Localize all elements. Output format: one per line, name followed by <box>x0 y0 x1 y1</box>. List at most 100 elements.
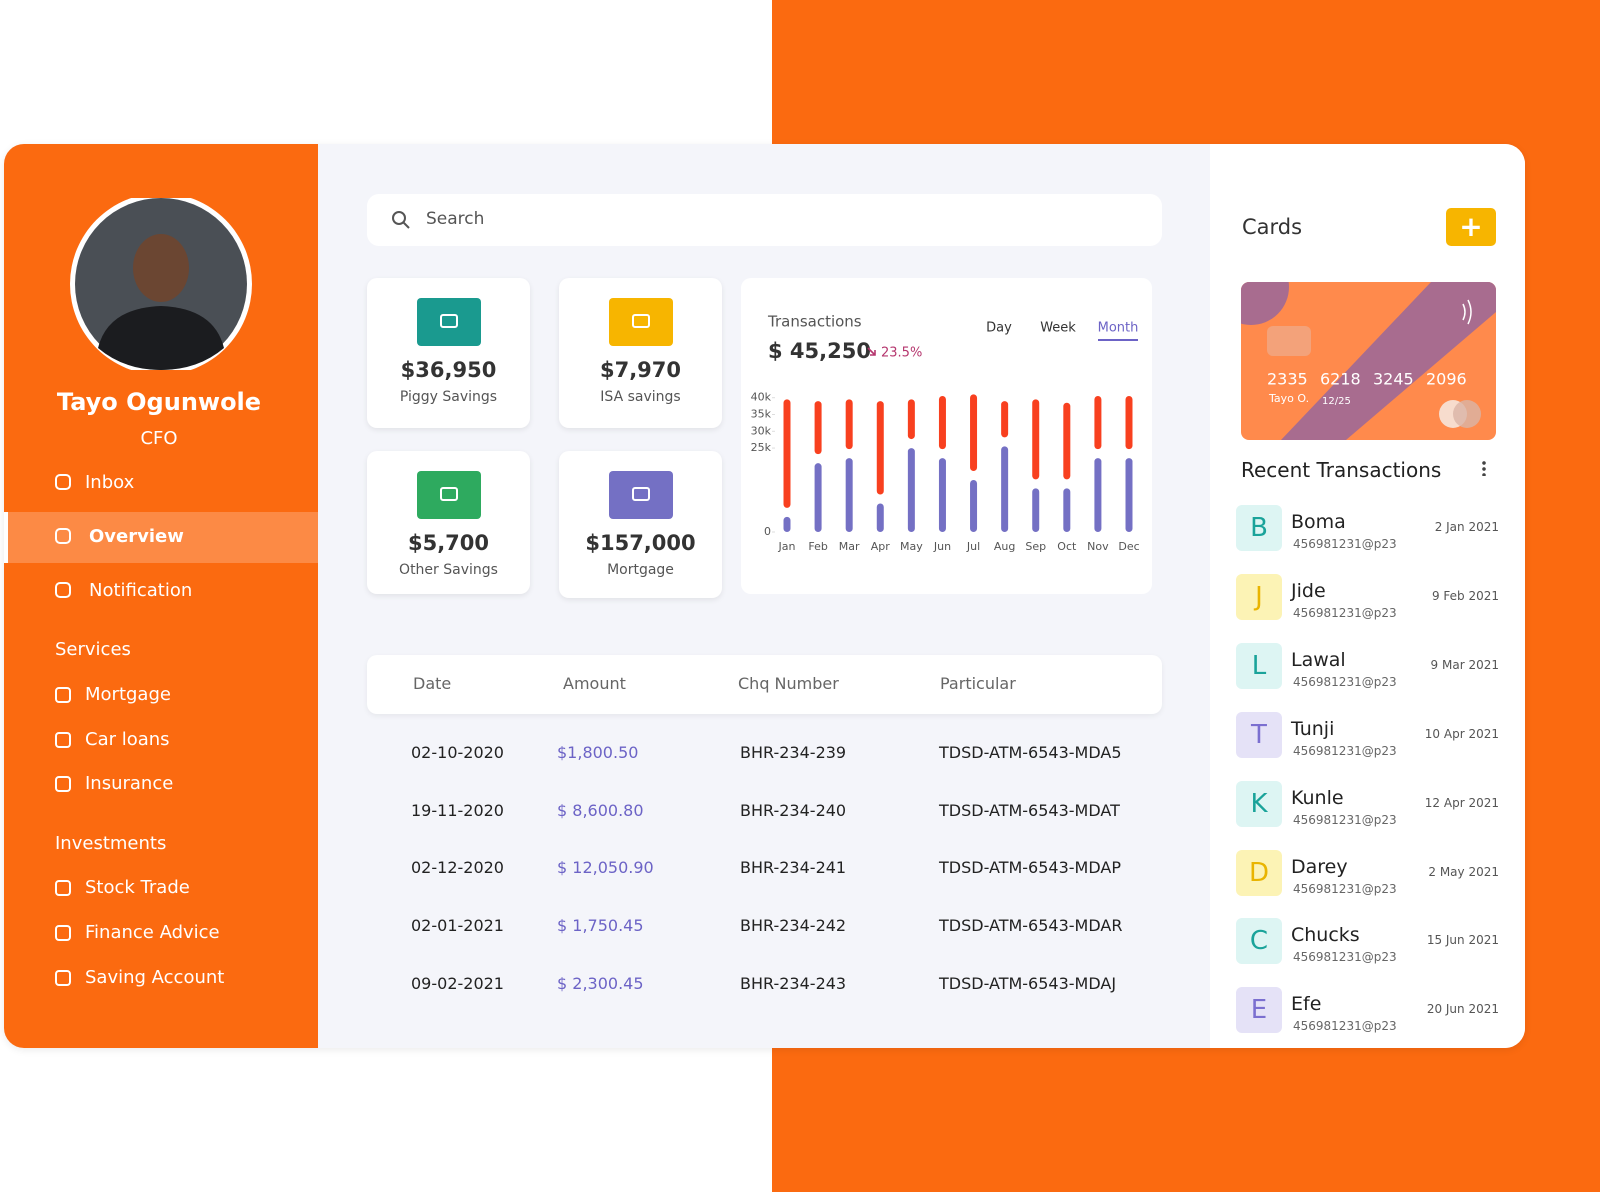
x-tick-label: Feb <box>808 540 827 553</box>
profile-name: Tayo Ogunwole <box>56 388 262 416</box>
nav-item[interactable]: Notification <box>89 580 193 601</box>
stat-glyph <box>439 314 458 328</box>
x-tick-label: Nov <box>1087 540 1109 553</box>
nav-section: Services <box>55 639 131 660</box>
avatar-initial: B <box>1236 505 1282 551</box>
contact-account: 456981231@p23 <box>1293 813 1397 827</box>
y-tick-label: 30k <box>751 424 772 437</box>
nav-item[interactable]: Inbox <box>85 472 135 493</box>
bar-segment <box>1001 401 1009 438</box>
bank-card: 2335 6218 3245 2096 Tayo O. 12/25 <box>1241 282 1496 440</box>
nav-icon <box>55 582 71 598</box>
avatar-initial: E <box>1236 987 1282 1033</box>
contact-name: Jide <box>1291 580 1326 602</box>
nav-item[interactable]: Saving Account <box>85 967 225 988</box>
profile-role: CFO <box>140 428 178 449</box>
nav-section: Investments <box>55 833 167 854</box>
card-number: 6218 <box>1320 370 1361 389</box>
y-tick-label: 35k <box>751 408 772 421</box>
table-cell: BHR-234-239 <box>740 743 847 762</box>
card-expiry: 12/25 <box>1322 396 1351 407</box>
card-blob <box>1241 282 1289 325</box>
table-cell: 02-10-2020 <box>411 743 504 762</box>
avatar-initial: K <box>1236 781 1282 827</box>
contact-account: 456981231@p23 <box>1293 537 1397 551</box>
y-tick-label: 0 <box>764 525 771 538</box>
card-band <box>1281 282 1496 440</box>
bar-segment <box>783 516 791 532</box>
table-cell: BHR-234-240 <box>740 801 847 820</box>
period-tab[interactable]: Day <box>986 321 1012 336</box>
table-cell: TDSD-ATM-6543-MDAT <box>939 801 1120 820</box>
chart-change: 23.5% <box>881 346 922 361</box>
search-placeholder: Search <box>426 209 485 229</box>
table-cell: TDSD-ATM-6543-MDAP <box>939 858 1121 877</box>
stat-value: $157,000 <box>585 531 696 555</box>
card-number: 3245 <box>1373 370 1414 389</box>
bar-segment <box>1032 488 1040 532</box>
nav-icon <box>55 732 71 748</box>
bar-segment <box>845 399 853 450</box>
cards-title: Cards <box>1242 215 1303 239</box>
nav-item[interactable]: Insurance <box>85 773 174 794</box>
x-tick-label: Mar <box>839 540 860 553</box>
bar-segment <box>876 401 884 495</box>
contact-account: 456981231@p23 <box>1293 882 1397 896</box>
bar-segment <box>876 503 884 532</box>
nav-item[interactable]: Mortgage <box>85 684 171 705</box>
nav-item[interactable]: Stock Trade <box>85 877 190 898</box>
stat-value: $5,700 <box>407 531 490 555</box>
column-header: Chq Number <box>738 674 839 693</box>
stat-icon <box>608 471 673 519</box>
contact-account: 456981231@p23 <box>1293 606 1397 620</box>
bar-segment <box>1063 488 1071 532</box>
period-tab[interactable]: Month <box>1098 321 1139 336</box>
bar-segment <box>970 479 978 532</box>
menu-dots[interactable] <box>1482 460 1486 476</box>
x-tick-label: Apr <box>871 540 891 553</box>
table-cell: 02-01-2021 <box>411 916 504 935</box>
stat-value: $7,970 <box>599 358 682 382</box>
table-cell: TDSD-ATM-6543-MDAR <box>939 916 1123 935</box>
contact-name: Darey <box>1291 856 1348 878</box>
table-cell: BHR-234-243 <box>740 974 847 993</box>
bar-segment <box>814 401 822 455</box>
column-header: Amount <box>563 674 626 693</box>
y-tick-label: 40k <box>751 391 772 404</box>
nav-icon <box>55 970 71 986</box>
card-holder: Tayo O. <box>1268 392 1309 405</box>
contact-account: 456981231@p23 <box>1293 675 1397 689</box>
chart-card <box>741 278 1152 594</box>
contact-account: 456981231@p23 <box>1293 1019 1397 1033</box>
chart-title: Transactions <box>767 313 862 331</box>
y-tick-label: 25k <box>751 441 772 454</box>
card-number: 2335 <box>1267 370 1308 389</box>
add-card-button[interactable]: + <box>1446 208 1496 246</box>
period-tab[interactable]: Week <box>1040 321 1076 336</box>
stat-glyph <box>439 487 458 501</box>
bar-segment <box>1032 399 1040 480</box>
stat-label: ISA savings <box>600 389 681 405</box>
nav-item[interactable]: Finance Advice <box>85 922 220 943</box>
stat-icon <box>608 298 673 346</box>
bar-segment <box>970 394 978 471</box>
nav-icon <box>55 880 71 896</box>
table-cell: $ 8,600.80 <box>557 801 644 820</box>
transaction-date: 10 Apr 2021 <box>1424 727 1499 741</box>
contactless <box>1462 299 1472 325</box>
nav-item[interactable]: Overview <box>89 526 184 547</box>
bar-segment <box>938 396 946 450</box>
stat-glyph <box>631 314 650 328</box>
x-tick-label: Jul <box>966 540 980 553</box>
table-cell: TDSD-ATM-6543-MDA5 <box>939 743 1122 762</box>
x-tick-label: Aug <box>994 540 1015 553</box>
table-cell: $ 1,750.45 <box>557 916 644 935</box>
search-bar[interactable] <box>367 194 1162 246</box>
table-cell: BHR-234-241 <box>740 858 847 877</box>
x-tick-label: Oct <box>1057 540 1077 553</box>
avatar <box>70 198 252 370</box>
transaction-date: 9 Feb 2021 <box>1431 589 1499 603</box>
nav-icon <box>55 776 71 792</box>
nav-item[interactable]: Car loans <box>85 729 170 750</box>
avatar-initial: T <box>1236 712 1282 758</box>
